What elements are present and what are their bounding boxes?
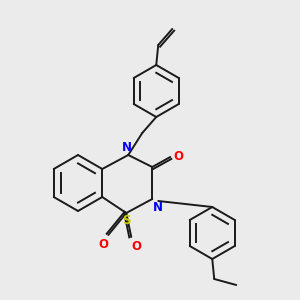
Text: O: O: [131, 240, 141, 253]
Text: N: N: [122, 141, 132, 154]
Text: S: S: [122, 214, 130, 227]
Text: N: N: [153, 201, 163, 214]
Text: O: O: [173, 149, 183, 163]
Text: O: O: [98, 238, 108, 251]
